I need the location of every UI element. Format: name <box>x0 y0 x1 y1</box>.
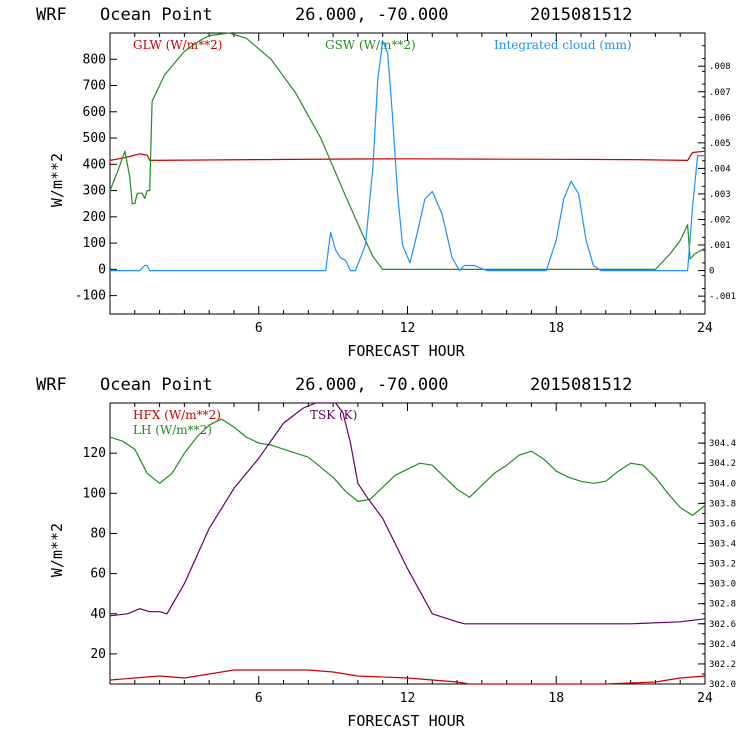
x-tick-label: 6 <box>255 691 263 706</box>
right-tick-label: .005 <box>709 139 731 149</box>
y-tick-label: 400 <box>83 157 106 172</box>
series-line-2 <box>109 402 706 625</box>
panel1-legend-gsw: GSW (W/m**2) <box>325 38 416 52</box>
panel2-x-ticks: 6 12 18 24 <box>134 403 713 706</box>
panel1-plot-frame <box>109 32 706 315</box>
x-tick-label: 12 <box>400 321 416 336</box>
y-tick-label: 60 <box>90 567 106 582</box>
right-tick-label: .004 <box>709 164 731 174</box>
x-tick-label: 12 <box>400 691 416 706</box>
right-tick-label: 303.6 <box>709 519 736 529</box>
y-tick-label: 120 <box>83 446 106 461</box>
panel2-legend-tsk: TSK (K) <box>310 408 357 422</box>
panel-1: WRF Ocean Point 26.000, -70.000 20150815… <box>36 5 736 360</box>
panel-2: WRF Ocean Point 26.000, -70.000 20150815… <box>36 375 736 730</box>
right-tick-label: 304.4 <box>709 439 736 449</box>
panel2-legend-hfx: HFX (W/m**2) <box>133 408 221 422</box>
y-tick-label: -100 <box>75 289 106 304</box>
panel2-header-coords: 26.000, -70.000 <box>295 375 449 395</box>
panel1-legend-cloud: Integrated cloud (mm) <box>494 38 632 52</box>
y-tick-label: 500 <box>83 131 106 146</box>
x-tick-label: 6 <box>255 321 263 336</box>
panel1-y-ticks: -100 0 100 200 300 400 500 600 700 800 <box>75 52 117 304</box>
right-tick-label: .006 <box>709 113 731 123</box>
y-tick-label: 40 <box>90 607 106 622</box>
y-tick-label: 0 <box>98 262 106 277</box>
panel1-y-axis-label: W/m**2 <box>48 153 66 207</box>
right-tick-label: 302.0 <box>709 680 736 690</box>
panel2-y-axis-label: W/m**2 <box>48 523 66 577</box>
y-tick-label: 800 <box>83 52 106 67</box>
panel1-header-coords: 26.000, -70.000 <box>295 5 449 25</box>
y-tick-label: 600 <box>83 105 106 120</box>
right-tick-label: 302.4 <box>709 640 736 650</box>
panel1-header-model: WRF <box>36 5 67 25</box>
right-tick-label: 302.8 <box>709 600 736 610</box>
right-tick-label: .007 <box>709 88 731 98</box>
series-line-2 <box>110 40 705 272</box>
right-tick-label: 303.0 <box>709 580 736 590</box>
right-tick-label: .008 <box>709 62 731 72</box>
right-tick-label: 302.6 <box>709 620 736 630</box>
panel2-header-location: Ocean Point <box>100 375 213 395</box>
right-tick-label: 304.2 <box>709 459 736 469</box>
x-tick-label: 24 <box>697 321 713 336</box>
right-tick-label: 304.0 <box>709 479 736 489</box>
series-line-1 <box>109 418 706 517</box>
panel2-x-axis-label: FORECAST HOUR <box>347 712 465 730</box>
panel2-right-ticks: 302.0 302.2 302.4 302.6 302.8 303.0 303.2 303.4… <box>698 412 736 690</box>
y-tick-label: 200 <box>83 210 106 225</box>
y-tick-label: 300 <box>83 184 106 199</box>
panel2-legend-lh: LH (W/m**2) <box>133 423 212 437</box>
y-tick-label: 100 <box>83 486 106 501</box>
x-tick-label: 18 <box>548 321 564 336</box>
right-tick-label: .003 <box>709 190 731 200</box>
right-tick-label: 0 <box>709 267 714 277</box>
series-line-1 <box>109 32 706 270</box>
panel1-header-date: 2015081512 <box>530 5 632 25</box>
panel2-header-model: WRF <box>36 375 67 395</box>
right-tick-label: 303.8 <box>709 499 736 509</box>
panel1-right-ticks: -.001 0 .001 .002 .003 .004 .005 .006 .007 .008 <box>698 45 736 315</box>
panel1-x-ticks: 6 12 18 24 <box>134 33 713 336</box>
y-tick-label: 700 <box>83 79 106 94</box>
x-tick-label: 18 <box>548 691 564 706</box>
panel1-legend-glw: GLW (W/m**2) <box>133 38 222 52</box>
panel2-series <box>109 402 706 685</box>
y-tick-label: 100 <box>83 236 106 251</box>
right-tick-label: 302.2 <box>709 660 736 670</box>
series-line-0 <box>109 669 706 685</box>
panel2-plot-frame <box>109 402 706 685</box>
panel1-header-location: Ocean Point <box>100 5 213 25</box>
series-line-0 <box>109 150 706 161</box>
right-tick-label: .001 <box>709 241 731 251</box>
y-tick-label: 20 <box>90 647 106 662</box>
panel1-x-axis-label: FORECAST HOUR <box>347 342 465 360</box>
right-tick-label: .002 <box>709 215 731 225</box>
panel2-y-ticks: 20 40 60 80 100 120 <box>83 446 117 662</box>
panel2-header-date: 2015081512 <box>530 375 632 395</box>
y-tick-label: 80 <box>90 526 106 541</box>
right-tick-label: 303.2 <box>709 560 736 570</box>
right-tick-label: -.001 <box>709 292 736 302</box>
right-tick-label: 303.4 <box>709 540 736 550</box>
panel1-series <box>109 32 706 272</box>
x-tick-label: 24 <box>697 691 713 706</box>
